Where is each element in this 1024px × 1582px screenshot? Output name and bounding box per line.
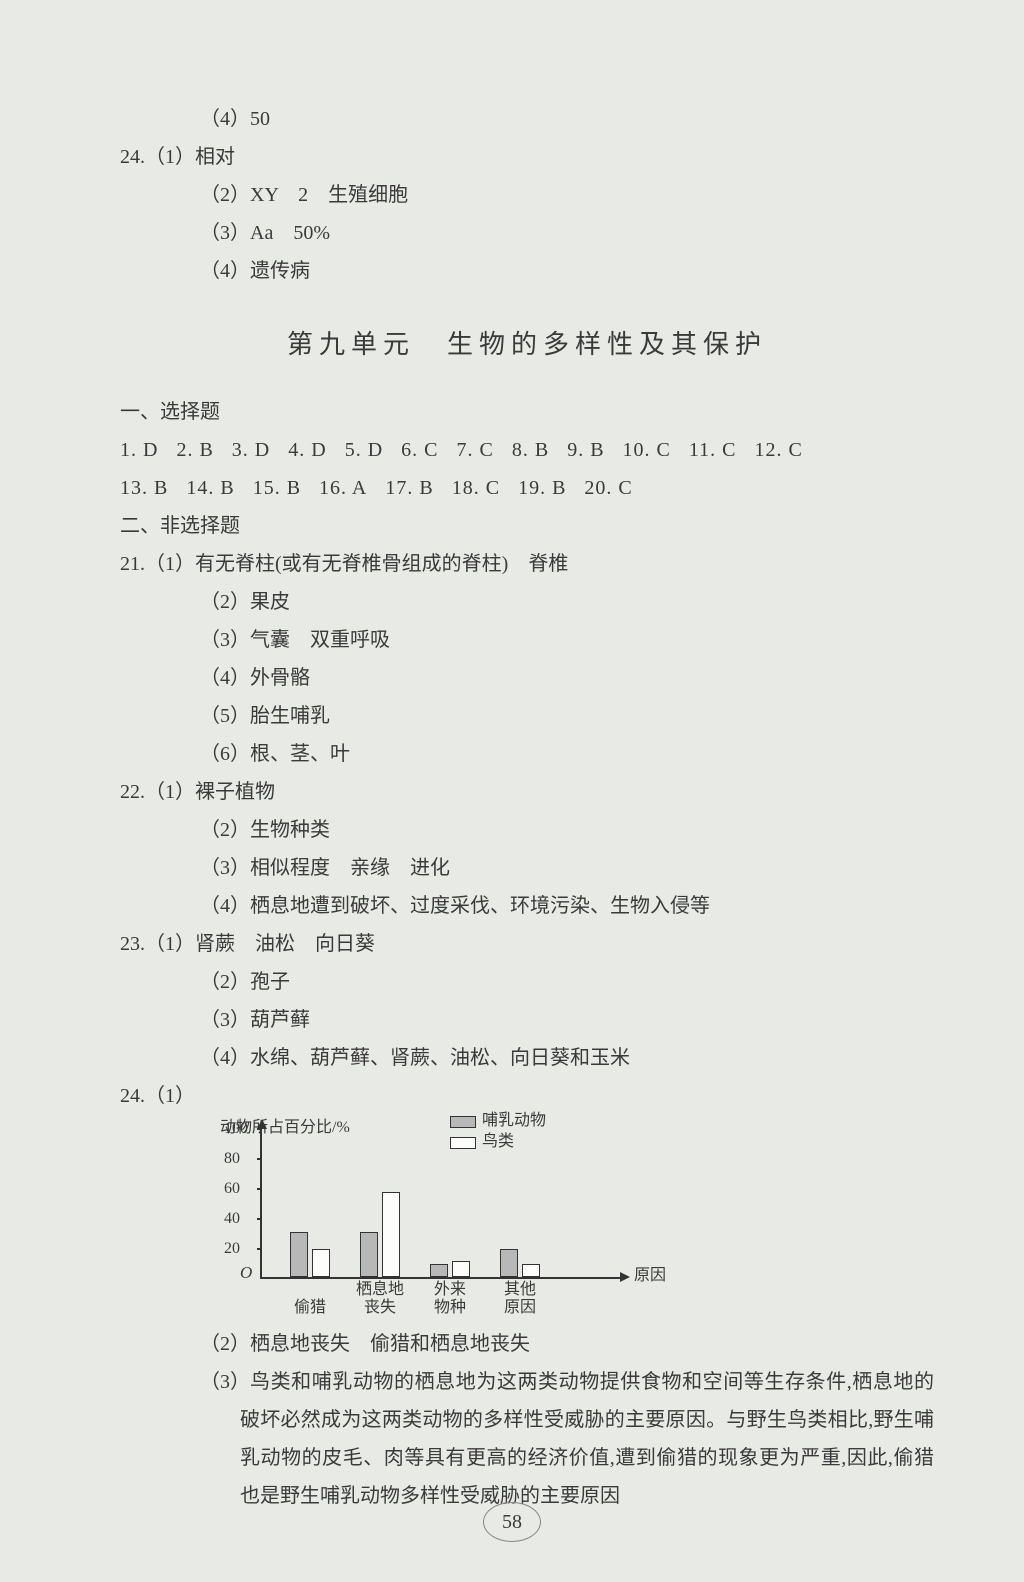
mc-item: 14. B (186, 469, 234, 507)
bar-鸟类 (382, 1192, 400, 1278)
y-tick-mark (257, 1218, 262, 1220)
mc-item: 13. B (120, 469, 168, 507)
y-tick-mark (257, 1128, 262, 1130)
mc-item: 19. B (518, 469, 566, 507)
q24b-2: （2）栖息地丧失 偷猎和栖息地丧失 (120, 1325, 934, 1363)
chart-origin: O (240, 1257, 252, 1289)
mc-item: 5. D (345, 431, 383, 469)
q23-1: 23.（1）肾蕨 油松 向日葵 (120, 925, 934, 963)
y-tick: 60 (224, 1174, 240, 1204)
mc-item: 15. B (253, 469, 301, 507)
mc-item: 3. D (232, 431, 270, 469)
mc-item: 10. C (623, 431, 671, 469)
mc-item: 1. D (120, 431, 158, 469)
bar-鸟类 (312, 1249, 330, 1278)
y-tick-mark (257, 1158, 262, 1160)
mc-item: 17. B (385, 469, 433, 507)
mc-item: 16. A (319, 469, 367, 507)
q-prev-4: （4）50 (120, 100, 934, 138)
q21-2: （2）果皮 (120, 583, 934, 621)
x-category-label: 其他 原因 (488, 1281, 552, 1318)
mc-item: 18. C (452, 469, 500, 507)
q22-2: （2）生物种类 (120, 811, 934, 849)
bar-哺乳动物 (430, 1264, 448, 1278)
q21-1: 21.（1）有无脊柱(或有无脊椎骨组成的脊柱) 脊椎 (120, 545, 934, 583)
x-axis-label: 原因 (634, 1261, 666, 1291)
bar-chart: 动物所占百分比/% 哺乳动物 鸟类 O 原因 20406080100偷猎栖息地 … (210, 1119, 650, 1319)
page-number: 58 (483, 1502, 541, 1542)
y-tick-mark (257, 1248, 262, 1250)
y-tick: 100 (224, 1114, 248, 1144)
bar-哺乳动物 (360, 1232, 378, 1277)
mc-row-2: 13. B 14. B 15. B 16. A 17. B 18. C 19. B 20. C (120, 469, 934, 507)
page-number-value: 58 (483, 1502, 541, 1542)
mc-row-1: 1. D 2. B 3. D 4. D 5. D 6. C 7. C 8. B 9. B 10. … (120, 431, 934, 469)
legend-swatch-mammal (450, 1116, 476, 1128)
section-2-title: 二、非选择题 (120, 507, 934, 545)
q21-6: （6）根、茎、叶 (120, 735, 934, 773)
q23-4: （4）水绵、葫芦藓、肾蕨、油松、向日葵和玉米 (120, 1039, 934, 1077)
q22-4: （4）栖息地遭到破坏、过度采伐、环境污染、生物入侵等 (120, 887, 934, 925)
x-category-label: 栖息地 丧失 (348, 1281, 412, 1318)
q21-5: （5）胎生哺乳 (120, 697, 934, 735)
mc-item: 9. B (567, 431, 604, 469)
q22-1: 22.（1）裸子植物 (120, 773, 934, 811)
mc-item: 4. D (288, 431, 326, 469)
x-axis-arrow-icon (620, 1272, 630, 1282)
q24-3: （3）Aa 50% (120, 214, 934, 252)
q21-4: （4）外骨骼 (120, 659, 934, 697)
mc-item: 20. C (584, 469, 632, 507)
mc-item: 11. C (689, 431, 737, 469)
unit-title: 第九单元 生物的多样性及其保护 (120, 320, 934, 369)
chart-axes: O 原因 20406080100偷猎栖息地 丧失外来 物种其他 原因 (260, 1129, 620, 1279)
bar-鸟类 (452, 1261, 470, 1278)
mc-item: 2. B (176, 431, 213, 469)
x-category-label: 偷猎 (278, 1299, 342, 1317)
bar-鸟类 (522, 1264, 540, 1278)
bar-哺乳动物 (500, 1249, 518, 1278)
q23-2: （2）孢子 (120, 963, 934, 1001)
y-tick: 80 (224, 1144, 240, 1174)
q24-4: （4）遗传病 (120, 252, 934, 290)
q24-2: （2）XY 2 生殖细胞 (120, 176, 934, 214)
mc-item: 12. C (754, 431, 802, 469)
mc-item: 7. C (457, 431, 494, 469)
q24b-1: 24.（1） (120, 1077, 934, 1115)
q21-3: （3）气囊 双重呼吸 (120, 621, 934, 659)
x-category-label: 外来 物种 (418, 1281, 482, 1318)
y-tick: 40 (224, 1204, 240, 1234)
q24-1: 24.（1）相对 (120, 138, 934, 176)
y-tick-mark (257, 1188, 262, 1190)
q24b-3-head: （3） (120, 1363, 250, 1401)
q23-3: （3）葫芦藓 (120, 1001, 934, 1039)
bar-哺乳动物 (290, 1232, 308, 1277)
mc-item: 6. C (401, 431, 438, 469)
section-1-title: 一、选择题 (120, 393, 934, 431)
mc-item: 8. B (512, 431, 549, 469)
y-tick: 20 (224, 1234, 240, 1264)
q22-3: （3）相似程度 亲缘 进化 (120, 849, 934, 887)
